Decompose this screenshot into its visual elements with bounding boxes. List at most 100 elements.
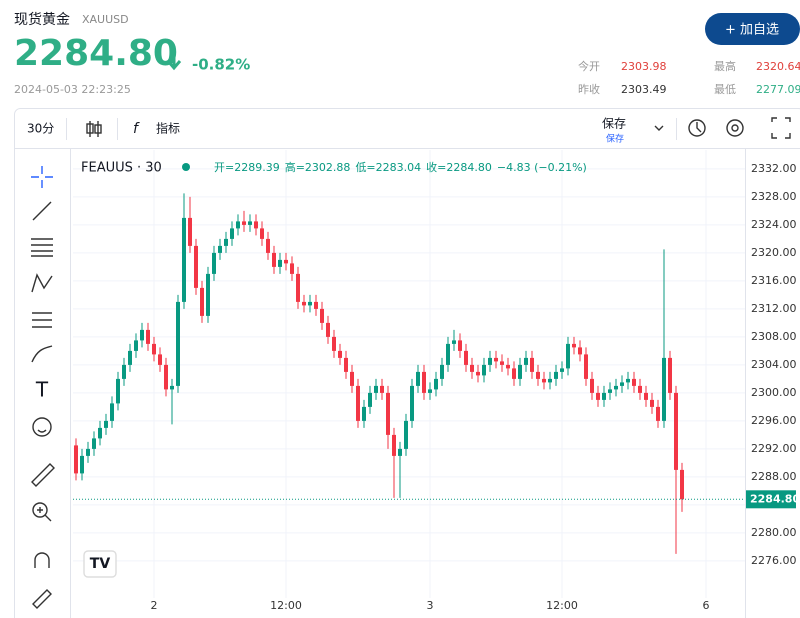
candle-body [104,420,108,428]
interval[interactable]: 30分 [27,122,54,136]
candle-body [530,357,534,372]
candle-body [470,364,474,372]
candle-body [458,340,462,351]
candle-body [224,238,228,246]
candle-body [74,445,78,474]
save-hint: 保存 [606,133,624,145]
candle-body [314,301,318,309]
candle-body [86,448,90,456]
replay-icon[interactable] [688,119,706,137]
projection-tool[interactable] [32,312,52,328]
candle-body [356,385,360,421]
candle-body [194,245,198,288]
candle-body [416,371,420,386]
candle-body [428,389,432,393]
fullscreen-icon[interactable] [771,117,791,139]
lock-tool[interactable] [32,589,52,609]
y-tick-label: 2332.00 [751,162,797,175]
candle-body [362,406,366,421]
fx-icon[interactable]: f [133,121,140,137]
candle-body [512,368,516,379]
candle-body [494,357,498,362]
candle-body [524,357,528,365]
candle-body [110,403,114,421]
chart-title: FEAUUS · 30 [81,161,162,176]
ohlc-legend: 开=2289.39 [214,161,280,174]
candle-type-icon[interactable] [86,121,102,137]
candle-body [386,392,390,435]
candle-body [332,336,336,351]
candle-body [464,350,468,365]
settings-icon[interactable] [726,119,744,137]
candle-body [596,392,600,400]
candle-body [422,371,426,393]
candle-body [308,301,312,306]
candle-body [368,392,372,407]
candle-body [674,392,678,470]
stat-label: 最高 [714,59,736,73]
candle-body [320,308,324,323]
fib-tool[interactable] [31,238,53,257]
candle-body [584,354,588,379]
candle-body [566,343,570,369]
save[interactable]: 保存 [602,117,626,131]
candle-body [608,389,612,393]
candle-body [500,361,504,365]
candle-body [176,301,180,386]
candle-body [602,392,606,400]
pattern-tool[interactable] [31,273,53,293]
candle-body [392,434,396,456]
candle-body [374,385,378,393]
add-watchlist-label[interactable]: + 加自选 [725,23,779,38]
text-tool[interactable]: T [35,378,49,402]
y-tick-label: 2312.00 [751,302,797,315]
last-price-label: 2284.80 [750,492,800,505]
crosshair-tool[interactable] [31,166,53,188]
y-tick-label: 2288.00 [751,470,797,483]
candle-body [116,378,120,404]
candle-body [590,378,594,393]
x-tick-label: 2 [151,599,158,612]
candle-body [230,228,234,239]
stat-label: 最低 [714,83,736,96]
candle-body [452,340,456,344]
candle-body [380,385,384,393]
candle-body [560,368,564,372]
magnet-tool[interactable] [34,552,50,568]
candle-body [434,378,438,390]
candle-body [398,448,402,456]
y-tick-label: 2276.00 [751,554,797,567]
y-tick-label: 2292.00 [751,442,797,455]
candle-body [218,245,222,253]
add-watchlist-button[interactable] [705,13,800,45]
candle-body [536,371,540,379]
candle-body [206,273,210,316]
y-tick-label: 2328.00 [751,190,797,203]
ruler-tool[interactable] [31,463,55,487]
candle-body [170,385,174,390]
panel [14,108,800,618]
x-tick-label: 12:00 [546,599,578,612]
candle-body [548,378,552,383]
candle-body [80,455,84,474]
candle-body [266,238,270,253]
candle-body [668,357,672,393]
dropdown-icon[interactable] [654,125,664,131]
candle-body [152,343,156,355]
brush-tool[interactable] [31,345,53,363]
zoom-tool[interactable] [32,502,52,522]
x-tick-label: 6 [703,599,710,612]
trendline-tool[interactable] [32,201,52,221]
stat-value: 2303.98 [621,60,667,73]
change: -0.82% [192,56,250,74]
indicators[interactable]: 指标 [156,121,180,136]
candle-body [242,221,246,225]
candle-body [122,364,126,379]
emoji-tool[interactable] [32,417,52,437]
candle-body [212,252,216,274]
candle-body [278,259,282,267]
candle-body [260,228,264,239]
grid [73,150,745,598]
logo-text: TV [90,556,111,572]
